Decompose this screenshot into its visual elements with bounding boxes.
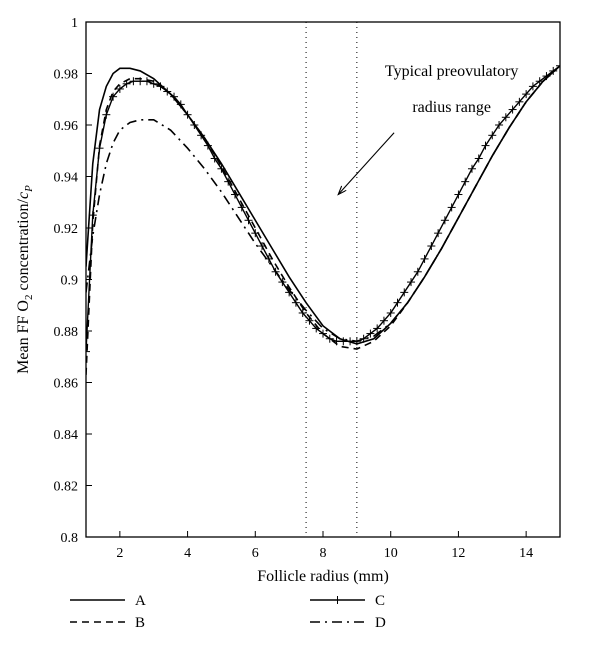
svg-text:A: A: [135, 593, 146, 609]
svg-text:0.92: 0.92: [54, 222, 79, 237]
svg-text:6: 6: [252, 546, 259, 561]
svg-text:C: C: [375, 593, 385, 609]
svg-text:Mean FF O2 concentration/cP: Mean FF O2 concentration/cP: [15, 185, 35, 374]
svg-text:D: D: [375, 615, 386, 631]
svg-text:0.94: 0.94: [54, 171, 79, 186]
chart-container: 2 4 6 8 10 12 14 0.8 0.82 0.84 0.86 0.88 0.9 0.92 0.94…: [0, 0, 600, 662]
svg-text:0.86: 0.86: [54, 377, 79, 392]
svg-text:B: B: [135, 615, 145, 631]
line-chart: 2 4 6 8 10 12 14 0.8 0.82 0.84 0.86 0.88 0.9 0.92 0.94…: [0, 0, 600, 662]
svg-text:10: 10: [384, 546, 398, 561]
svg-text:0.9: 0.9: [61, 274, 79, 289]
svg-text:1: 1: [71, 16, 78, 31]
svg-text:Typical preovulatory: Typical preovulatory: [385, 63, 519, 80]
svg-text:0.98: 0.98: [54, 68, 79, 83]
svg-text:12: 12: [451, 546, 465, 561]
svg-text:Follicle radius (mm): Follicle radius (mm): [257, 568, 389, 585]
svg-text:0.8: 0.8: [61, 531, 79, 546]
svg-text:0.96: 0.96: [54, 119, 79, 134]
svg-text:0.82: 0.82: [54, 480, 79, 495]
svg-text:0.88: 0.88: [54, 325, 79, 340]
svg-text:14: 14: [519, 546, 533, 561]
svg-text:radius range: radius range: [412, 99, 491, 116]
svg-text:2: 2: [116, 546, 123, 561]
svg-text:4: 4: [184, 546, 191, 561]
svg-text:8: 8: [320, 546, 327, 561]
svg-text:0.84: 0.84: [54, 428, 79, 443]
